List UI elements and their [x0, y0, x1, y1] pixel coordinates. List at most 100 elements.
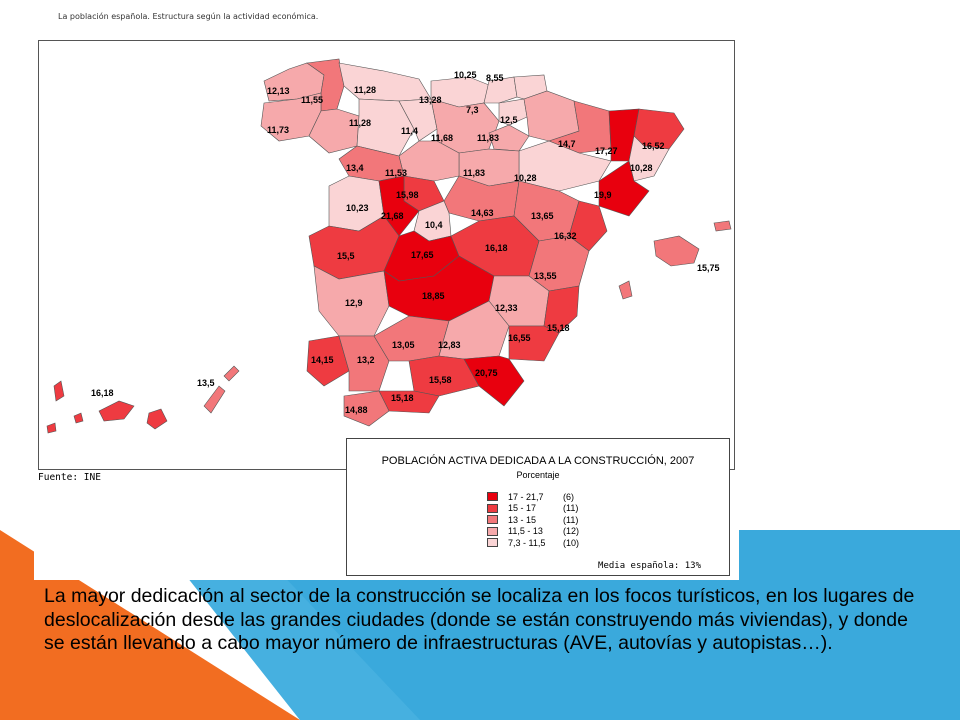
legend-row: 15 - 17 (11) [487, 503, 593, 515]
map-value-label: 11,83 [477, 133, 499, 143]
map-value-label: 11,53 [385, 168, 407, 178]
region-alava [498, 98, 528, 126]
region-castellon [568, 200, 608, 252]
map-value-label: 10,28 [630, 163, 653, 173]
map-value-label: 17,65 [411, 250, 434, 260]
legend-title: POBLACIÓN ACTIVA DEDICADA A LA CONSTRUCC… [381, 455, 695, 467]
region-cordoba [373, 315, 450, 362]
map-value-label: 13,2 [357, 355, 375, 365]
map-value-label: 10,25 [454, 70, 477, 80]
map-value-label: 11,73 [267, 125, 289, 135]
legend-swatch [487, 515, 498, 525]
map-value-label: 16,18 [91, 388, 114, 398]
legend-count: (12) [563, 526, 580, 537]
region-ibiza [618, 280, 633, 300]
legend-subtitle: Porcentaje [516, 470, 560, 480]
region-murcia [508, 325, 560, 362]
region-palencia [398, 98, 438, 142]
legend-row: 11,5 - 13 (12) [487, 526, 593, 538]
region-larioja [488, 124, 530, 152]
legend-range: 11,5 - 13 [508, 526, 543, 537]
body-text: La mayor dedicación al sector de la cons… [44, 585, 915, 654]
legend-row: 13 - 15 (11) [487, 514, 593, 526]
map-value-label: 10,23 [346, 203, 369, 213]
map-value-label: 14,15 [311, 355, 334, 365]
legend-count: (10) [563, 537, 580, 548]
map-value-label: 12,9 [345, 298, 363, 308]
region-tenerife [98, 400, 135, 422]
legend-swatch [487, 492, 498, 502]
map-value-label: 11,28 [349, 118, 371, 128]
map-value-label: 16,55 [508, 333, 531, 343]
region-lapalma [53, 380, 65, 402]
region-menorca [713, 220, 732, 232]
map-value-label: 11,68 [431, 133, 453, 143]
map-value-label: 14,63 [471, 208, 494, 218]
region-mallorca [653, 235, 700, 267]
region-fuerteventura [203, 385, 226, 414]
map-value-label: 11,55 [301, 95, 323, 105]
map-value-label: 8,55 [486, 73, 504, 83]
map-value-label: 15,5 [337, 251, 355, 261]
legend-mean: Media española: 13% [598, 561, 701, 571]
map-value-label: 10,28 [514, 173, 537, 183]
region-cadiz [343, 390, 390, 427]
region-vizcaya [483, 76, 518, 104]
legend-list: 17 - 21,7 (6) 15 - 17 (11) 13 - 15 (11) … [487, 491, 593, 549]
source-note: Fuente: INE [38, 472, 101, 483]
legend-range: 13 - 15 [508, 514, 537, 525]
spain-choropleth-map: 12,13 11,55 11,28 10,25 8,55 13,28 11,73 11,28 7… [46, 58, 732, 434]
map-value-label: 12,5 [500, 115, 518, 125]
map-value-label: 12,83 [438, 340, 461, 350]
map-value-label: 11,28 [354, 85, 376, 95]
region-lanzarote [223, 365, 240, 382]
legend-range: 17 - 21,7 [508, 491, 544, 502]
map-value-label: 18,85 [422, 291, 445, 301]
map-value-label: 17,27 [595, 146, 618, 156]
map-value-label: 13,4 [346, 163, 364, 173]
legend-count: (11) [563, 514, 579, 525]
map-value-label: 14,7 [558, 139, 576, 149]
map-value-label: 16,32 [554, 231, 577, 241]
legend-count: (11) [563, 503, 579, 514]
map-value-label: 15,18 [391, 393, 414, 403]
legend-swatch [487, 503, 498, 513]
region-gomera [73, 412, 84, 424]
map-value-label: 12,33 [495, 303, 518, 313]
map-value-label: 16,52 [642, 141, 665, 151]
map-frame: 12,13 11,55 11,28 10,25 8,55 13,28 11,73 11,28 7… [38, 40, 735, 470]
map-value-label: 12,13 [267, 86, 290, 96]
top-caption: La población española. Estructura según … [58, 12, 319, 21]
map-value-label: 13,55 [534, 271, 557, 281]
map-legend: POBLACIÓN ACTIVA DEDICADA A LA CONSTRUCC… [346, 438, 730, 576]
region-alicante [543, 285, 580, 334]
map-value-label: 20,75 [475, 368, 498, 378]
map-value-label: 13,28 [419, 95, 442, 105]
region-almeria [463, 355, 525, 407]
map-value-label: 11,4 [401, 126, 418, 136]
legend-range: 15 - 17 [508, 503, 537, 514]
map-value-label: 13,5 [197, 378, 215, 388]
legend-swatch [487, 538, 498, 548]
map-value-label: 15,58 [429, 375, 452, 385]
map-value-label: 13,65 [531, 211, 554, 221]
region-asturias [338, 62, 432, 102]
legend-count: (6) [563, 491, 574, 502]
map-value-label: 19,9 [594, 190, 612, 200]
map-value-label: 21,68 [381, 211, 404, 221]
map-value-label: 7,3 [466, 105, 479, 115]
map-value-label: 13,05 [392, 340, 415, 350]
legend-row: 7,3 - 11,5 (10) [487, 537, 593, 549]
map-value-label: 15,75 [697, 263, 720, 273]
region-badajoz [313, 265, 390, 337]
map-value-label: 15,98 [396, 190, 419, 200]
region-grancanaria [146, 408, 168, 430]
map-value-label: 15,18 [547, 323, 570, 333]
map-value-label: 14,88 [345, 405, 368, 415]
map-value-label: 10,4 [425, 220, 443, 230]
region-hierro [46, 422, 57, 434]
legend-swatch [487, 526, 498, 536]
region-huelva [306, 335, 350, 387]
map-value-label: 16,18 [485, 243, 508, 253]
